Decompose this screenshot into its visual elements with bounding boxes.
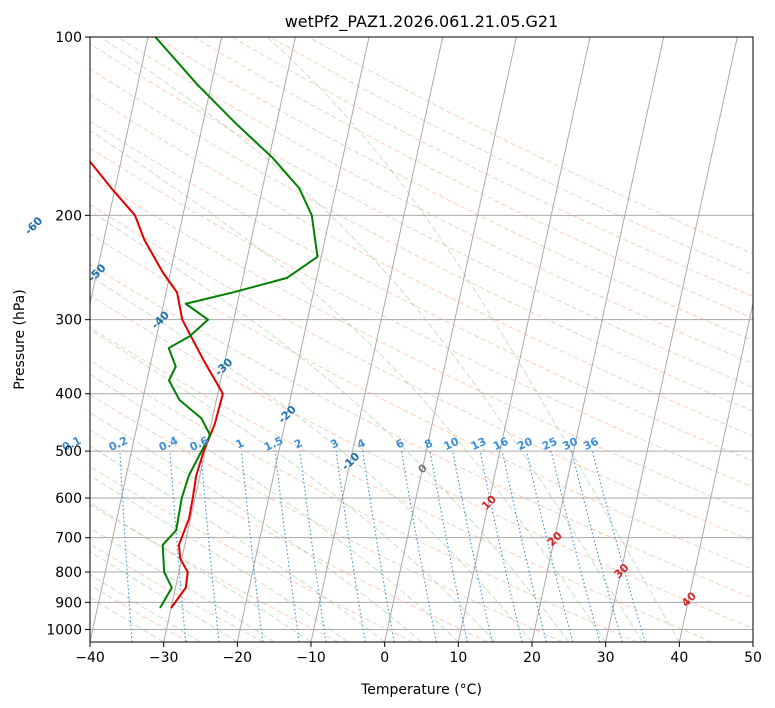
x-tick-label: 30 (597, 650, 615, 666)
isotherm-line (90, 37, 223, 642)
dry-adiabat (308, 37, 753, 255)
isotherm-line (457, 37, 591, 642)
isotherm-label: -60 (22, 214, 45, 237)
moist-adiabat (90, 210, 570, 642)
moist-adiabat (90, 129, 607, 642)
y-tick-label: 600 (55, 491, 82, 507)
mixing-ratio-label: 10 (442, 435, 462, 453)
isotherm-line (752, 639, 753, 642)
x-axis-ticks: −40 −30 −20 −10 0 10 20 30 40 50 (75, 642, 762, 666)
x-tick-label: 20 (523, 650, 541, 666)
background-lines (0, 37, 753, 642)
y-axis-ticks: 100 200 300 400 500 600 700 800 900 1000 (46, 30, 90, 638)
isotherm-line (310, 37, 444, 642)
mixing-ratio-line (452, 450, 493, 642)
moist-adiabat (90, 411, 422, 642)
mixing-ratio-line (400, 451, 437, 642)
isotherm-line (678, 301, 753, 642)
mixing-ratio-line (362, 451, 395, 642)
y-tick-label: 500 (55, 444, 82, 460)
sounding-lines (90, 37, 319, 609)
temperature-profile-line (90, 159, 224, 609)
dry-adiabat (90, 466, 414, 642)
dry-adiabat (90, 326, 712, 642)
dry-adiabat (90, 233, 753, 570)
y-axis-label: Pressure (hPa) (12, 289, 28, 389)
mixing-ratio-label: 20 (515, 435, 535, 453)
plot-frame (89, 36, 754, 643)
mixing-ratio-line (550, 450, 601, 642)
mixing-ratio-label: 16 (491, 435, 511, 453)
plot-background (90, 37, 753, 642)
moist-adiabat (90, 596, 164, 642)
dry-adiabat (231, 37, 753, 297)
moist-adiabat (90, 574, 201, 642)
mixing-ratio-line (429, 451, 469, 642)
mixing-ratio-line (525, 450, 574, 642)
dry-adiabat (269, 37, 753, 276)
moist-adiabat (90, 475, 349, 642)
y-tick-label: 900 (55, 595, 82, 611)
y-tick-label: 200 (55, 208, 82, 224)
isotherm-line (163, 37, 296, 642)
x-tick-label: −40 (75, 650, 105, 666)
mixing-ratio-line (299, 451, 327, 642)
mixing-ratio-line (479, 450, 523, 642)
x-axis-label: Temperature (°C) (360, 682, 482, 698)
mixing-ratio-label: 25 (540, 435, 559, 453)
mixing-ratio-line (571, 450, 623, 642)
y-tick-label: 300 (55, 313, 82, 329)
x-tick-label: 40 (670, 650, 688, 666)
x-tick-label: −20 (223, 650, 253, 666)
x-tick-label: −10 (296, 650, 326, 666)
mixing-ratio-line (274, 451, 300, 642)
moist-adiabat (266, 37, 680, 642)
moist-adiabat (90, 502, 312, 642)
isotherm-line (236, 37, 370, 642)
dry-adiabat (90, 263, 753, 599)
isotherm-line (384, 37, 517, 642)
mixing-ratio-line (335, 451, 366, 642)
dry-adiabat (90, 120, 753, 462)
moist-adiabat (90, 328, 496, 642)
mixing-ratio-label: 36 (581, 435, 601, 453)
mixing-ratio-label: 13 (469, 435, 488, 453)
dry-adiabat (90, 94, 753, 437)
y-tick-label: 800 (55, 565, 82, 581)
isotherm-line (605, 37, 738, 642)
y-tick-label: 100 (55, 30, 82, 46)
y-tick-label: 700 (55, 531, 82, 547)
moist-adiabat (100, 37, 643, 642)
mixing-ratio-line (591, 450, 646, 642)
mixing-ratio-label: 30 (561, 435, 581, 453)
dry-adiabat (90, 504, 339, 642)
isotherm-line (90, 37, 149, 306)
moist-adiabat (90, 275, 533, 642)
dry-adiabat (155, 37, 753, 342)
mixing-ratio-line (240, 451, 264, 642)
dry-adiabat (90, 394, 563, 642)
x-tick-label: 10 (449, 650, 467, 666)
mixing-ratio-line (501, 450, 547, 642)
x-tick-label: 0 (380, 650, 389, 666)
isotherm-line (531, 37, 665, 642)
dry-adiabat (90, 429, 488, 642)
x-tick-label: 50 (744, 650, 762, 666)
chart-title: wetPf2_PAZ1.2026.061.21.05.G21 (285, 12, 559, 32)
y-tick-label: 400 (55, 387, 82, 403)
dry-adiabat (90, 68, 753, 412)
isotherm-line (0, 37, 1, 642)
x-tick-label: −30 (149, 650, 179, 666)
y-tick-label: 1000 (46, 622, 82, 638)
dewpoint-profile-line (154, 37, 319, 609)
dry-adiabat (117, 37, 753, 365)
dry-adiabat (90, 359, 638, 642)
